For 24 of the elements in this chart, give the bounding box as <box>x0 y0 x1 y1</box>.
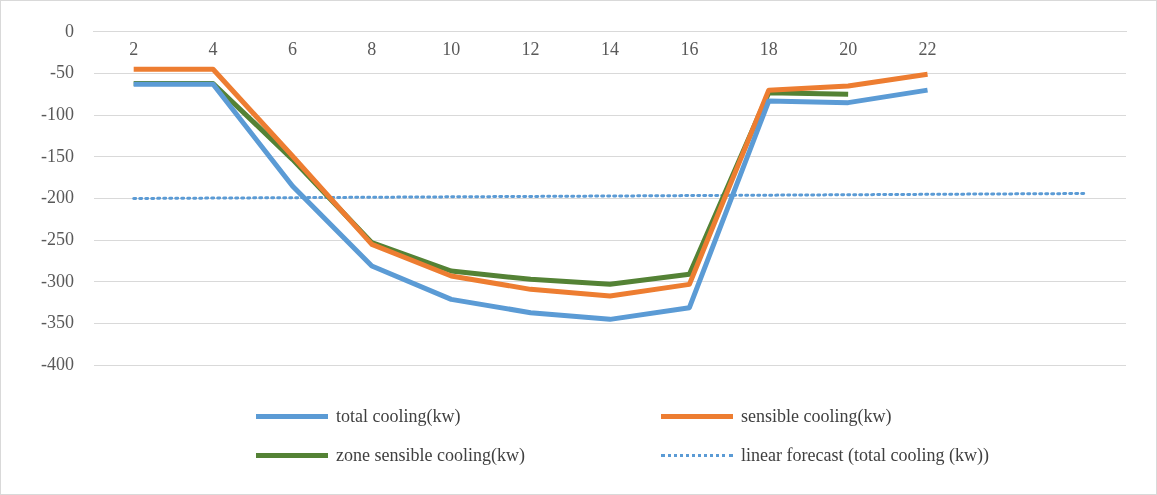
x-tick-label: 22 <box>918 39 937 60</box>
x-tick-label: 20 <box>839 39 858 60</box>
y-tick-label: -150 <box>40 145 74 166</box>
legend-label: sensible cooling(kw) <box>741 406 892 427</box>
x-tick-label: 12 <box>521 39 540 60</box>
y-tick-label: -50 <box>49 62 74 83</box>
x-tick-label: 18 <box>759 39 778 60</box>
x-tick-label: 10 <box>442 39 461 60</box>
legend-label: zone sensible cooling(kw) <box>336 445 525 466</box>
x-tick-label: 4 <box>208 39 218 60</box>
legend-label: total cooling(kw) <box>336 406 461 427</box>
x-tick-label: 2 <box>129 39 139 60</box>
x-tick-label: 6 <box>287 39 297 60</box>
x-tick-label: 8 <box>367 39 377 60</box>
y-tick-label: -300 <box>40 270 74 291</box>
x-tick-label: 16 <box>680 39 699 60</box>
y-tick-label: -100 <box>40 103 74 124</box>
y-tick-label: 0 <box>64 20 74 41</box>
y-tick-label: -350 <box>40 312 74 333</box>
y-tick-label: -200 <box>40 187 74 208</box>
x-tick-label: 14 <box>601 39 619 60</box>
y-tick-label: -400 <box>40 353 74 374</box>
y-tick-label: -250 <box>40 228 74 249</box>
legend-label: linear forecast (total cooling (kw)) <box>741 445 989 466</box>
